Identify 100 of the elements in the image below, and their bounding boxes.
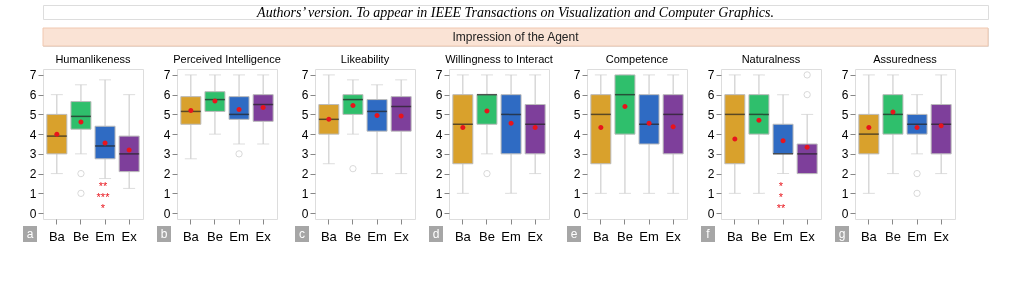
y-tick-label: 0	[573, 206, 581, 221]
x-tick-label: Be	[479, 228, 495, 244]
chart-title: Perceived Intelligence	[173, 52, 281, 65]
y-tick-label: 3	[29, 147, 37, 162]
y-tick-label: 1	[163, 186, 171, 201]
y-tick-label: 2	[573, 167, 581, 182]
x-tick-label: Em	[907, 228, 927, 244]
y-tick-label: 5	[841, 107, 849, 122]
y-tick-label: 6	[841, 88, 849, 103]
x-tick-label: Ex	[121, 228, 138, 244]
text: Authors’ version. To appear in IEEE Transactions on Visualization and Computer Graphics.	[256, 5, 774, 20]
y-tick-label: 7	[435, 68, 443, 83]
y-tick-label: 5	[707, 107, 715, 122]
y-tick-label: 7	[573, 68, 581, 83]
chart-title: Willingness to Interact	[445, 52, 553, 65]
y-tick-label: 7	[301, 68, 309, 83]
y-tick-label: 3	[435, 147, 443, 162]
y-tick-label: 7	[841, 68, 849, 83]
y-tick-label: 6	[435, 88, 443, 103]
y-tick-label: 5	[163, 107, 171, 122]
y-tick-label: 3	[301, 147, 309, 162]
chart-title: Likeability	[340, 52, 390, 65]
x-tick-label: Em	[773, 228, 793, 244]
y-tick-label: 0	[435, 206, 443, 221]
y-tick-label: 6	[301, 88, 309, 103]
annotation: *	[778, 180, 784, 192]
y-tick-label: 6	[29, 88, 37, 103]
annotation: *	[778, 191, 784, 203]
x-tick-label: Em	[95, 228, 115, 244]
x-tick-label: Be	[73, 228, 89, 244]
y-tick-label: 1	[841, 186, 849, 201]
x-tick-label: Be	[345, 228, 361, 244]
text: f	[706, 227, 711, 241]
text: c	[299, 227, 305, 241]
y-tick-label: 1	[29, 186, 37, 201]
x-tick-label: Ba	[726, 228, 744, 244]
x-tick-label: Be	[207, 228, 223, 244]
annotation: **	[98, 180, 108, 192]
annotation: *	[100, 202, 106, 214]
x-tick-label: Be	[617, 228, 633, 244]
y-tick-label: 2	[29, 167, 37, 182]
y-tick-label: 0	[163, 206, 171, 221]
y-tick-label: 4	[841, 127, 849, 142]
y-tick-label: 4	[573, 127, 581, 142]
y-tick-label: 3	[163, 147, 171, 162]
y-tick-label: 7	[29, 68, 37, 83]
x-tick-label: Be	[885, 228, 901, 244]
x-tick-label: Ba	[454, 228, 472, 244]
y-tick-label: 4	[301, 127, 309, 142]
y-tick-label: 1	[707, 186, 715, 201]
x-tick-label: Em	[639, 228, 659, 244]
y-tick-label: 6	[163, 88, 171, 103]
y-tick-label: 4	[29, 127, 37, 142]
x-tick-label: Ba	[592, 228, 610, 244]
chart-title: Competence	[605, 52, 669, 65]
x-tick-label: Em	[229, 228, 249, 244]
y-tick-label: 0	[707, 206, 715, 221]
text: d	[432, 227, 440, 241]
text: Impression of the Agent	[452, 30, 580, 44]
x-tick-label: Ex	[255, 228, 272, 244]
x-tick-label: Be	[751, 228, 767, 244]
x-tick-label: Ex	[393, 228, 410, 244]
y-tick-label: 1	[435, 186, 443, 201]
x-tick-label: Em	[367, 228, 387, 244]
y-tick-label: 0	[29, 206, 37, 221]
x-tick-label: Ba	[860, 228, 878, 244]
y-tick-label: 2	[435, 167, 443, 182]
y-tick-label: 7	[163, 68, 171, 83]
y-tick-label: 5	[435, 107, 443, 122]
text: g	[838, 227, 846, 241]
y-tick-label: 4	[707, 127, 715, 142]
y-tick-label: 0	[301, 206, 309, 221]
x-tick-label: Em	[501, 228, 521, 244]
y-tick-label: 6	[707, 88, 715, 103]
y-tick-label: 4	[163, 127, 171, 142]
x-tick-label: Ex	[665, 228, 682, 244]
y-tick-label: 4	[435, 127, 443, 142]
x-tick-label: Ba	[48, 228, 66, 244]
y-tick-label: 6	[573, 88, 581, 103]
x-tick-label: Ex	[933, 228, 950, 244]
y-tick-label: 2	[163, 167, 171, 182]
x-tick-label: Ex	[799, 228, 816, 244]
chart-title: Assuredness	[873, 52, 938, 65]
chart-title: Naturalness	[741, 52, 801, 65]
chart-title: Humanlikeness	[55, 52, 132, 65]
y-tick-label: 3	[841, 147, 849, 162]
x-tick-label: Ba	[320, 228, 338, 244]
text: b	[160, 227, 168, 241]
annotation: **	[776, 202, 786, 214]
y-tick-label: 3	[573, 147, 581, 162]
y-tick-label: 0	[841, 206, 849, 221]
y-tick-label: 1	[301, 186, 309, 201]
annotation: ***	[96, 191, 111, 203]
y-tick-label: 7	[707, 68, 715, 83]
y-tick-label: 2	[301, 167, 309, 182]
y-tick-label: 5	[573, 107, 581, 122]
y-tick-label: 5	[29, 107, 37, 122]
y-tick-label: 2	[707, 167, 715, 182]
y-tick-label: 5	[301, 107, 309, 122]
y-tick-label: 3	[707, 147, 715, 162]
